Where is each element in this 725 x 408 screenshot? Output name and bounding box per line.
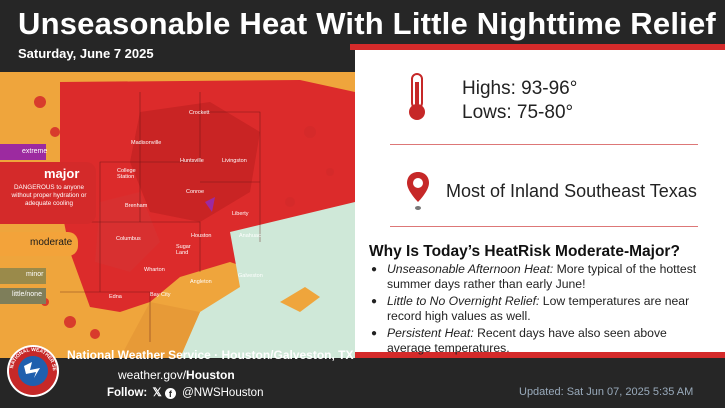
x-icon[interactable]: 𝕏 — [152, 387, 162, 399]
city-label: Conroe — [186, 189, 205, 195]
legend-little-label: little/none — [12, 291, 42, 298]
footer-bar — [0, 358, 725, 408]
city-label: College Station — [117, 168, 136, 180]
city-label: Bay City — [150, 292, 171, 298]
city-label: Angleton — [190, 279, 212, 285]
thermometer-icon — [409, 73, 425, 120]
date-label: Saturday, June 7 2025 — [18, 46, 154, 61]
divider-1 — [390, 144, 698, 145]
city-label: Sugar Land — [176, 244, 191, 256]
highs-text: Highs: 93-96° — [462, 78, 578, 99]
legend-major: major DANGEROUS to anyone without proper… — [0, 162, 96, 224]
why-bullet: Little to No Overnight Relief: Low tempe… — [371, 294, 701, 324]
city-label: Crockett — [189, 110, 210, 116]
why-bullet: Persistent Heat: Recent days have also s… — [371, 326, 701, 356]
social-handle[interactable]: @NWSHouston — [182, 387, 264, 399]
divider-2 — [390, 226, 698, 227]
accent-bar-top — [350, 44, 725, 50]
city-label: Houston — [191, 233, 212, 239]
city-label: Huntsville — [180, 158, 204, 164]
lows-text: Lows: 75-80° — [462, 102, 574, 123]
nws-logo: NATIONAL WEATHER SERVICE — [6, 344, 59, 397]
legend-little: little/none — [0, 288, 46, 304]
location-pin-icon — [407, 172, 429, 210]
legend-extreme: extreme — [0, 144, 48, 160]
legend-moderate-label: moderate — [30, 237, 73, 248]
page-title: Unseasonable Heat With Little Nighttime … — [18, 6, 716, 41]
legend-moderate: moderate — [0, 232, 78, 256]
affected-area-text: Most of Inland Southeast Texas — [446, 181, 697, 201]
why-bullet: Unseasonable Afternoon Heat: More typica… — [371, 262, 701, 292]
city-label: Edna — [109, 294, 122, 300]
city-label: Brenham — [125, 203, 148, 209]
social-follow: Follow: 𝕏 f @NWSHouston — [107, 387, 264, 399]
city-label: Wharton — [144, 267, 165, 273]
legend-minor-label: minor — [26, 271, 44, 278]
facebook-icon[interactable]: f — [164, 388, 176, 399]
city-label: Liberty — [232, 211, 249, 217]
updated-timestamp: Updated: Sat Jun 07, 2025 5:35 AM — [519, 386, 694, 398]
legend-major-label: major — [44, 166, 80, 181]
website-link[interactable]: weather.gov/Houston — [118, 368, 235, 382]
map-graphic — [0, 72, 355, 358]
legend-minor: minor — [0, 268, 46, 284]
city-label: Livingston — [222, 158, 247, 164]
city-label: Galveston — [238, 273, 263, 279]
why-heading: Why Is Today’s HeatRisk Moderate-Major? — [369, 243, 680, 260]
city-label: Madisonville — [131, 140, 162, 146]
office-name: National Weather Service · Houston/Galve… — [67, 348, 354, 362]
why-bullet-list: Unseasonable Afternoon Heat: More typica… — [371, 262, 701, 358]
heatrisk-map: extreme major DANGEROUS to anyone withou… — [0, 72, 355, 358]
legend-extreme-label: extreme — [22, 148, 48, 155]
city-label: Anahuac — [239, 233, 261, 239]
city-label: Columbus — [116, 236, 141, 242]
legend-major-desc: DANGEROUS to anyone without proper hydra… — [11, 184, 87, 207]
